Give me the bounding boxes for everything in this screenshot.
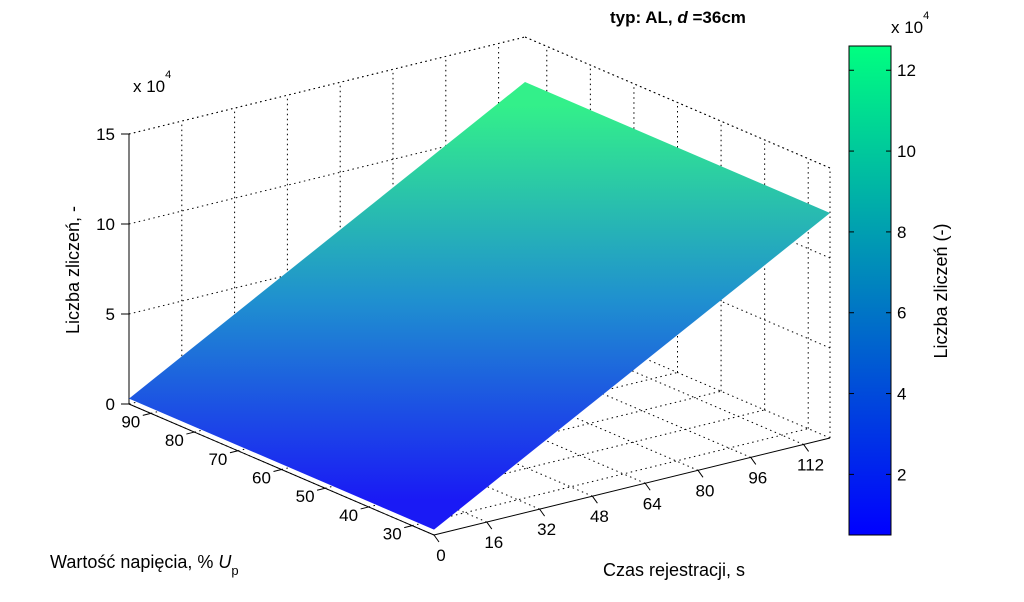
z-axis-label: Liczba zliczeń, - [63, 206, 83, 334]
ticks-layer: 0 16 32 48 64 80 96 112 90 80 70 60 50 40 30 0 5 10 15 [96, 125, 824, 565]
x-tick-label: 64 [643, 494, 662, 513]
colorbar-tick-label: 6 [897, 304, 906, 323]
x-tick-label: 32 [537, 520, 556, 539]
y-tick-mark [186, 431, 195, 435]
y-tick-mark [360, 506, 369, 510]
z-multiplier-exp: 4 [165, 69, 171, 81]
y-tick-label: 50 [296, 487, 315, 506]
x-tick-mark [486, 521, 493, 530]
x-tick-mark [803, 444, 810, 452]
x-tick-mark [750, 457, 757, 465]
x-tick-mark [644, 482, 651, 491]
y-tick-label: 60 [252, 469, 271, 488]
y-tick-mark [273, 469, 282, 472]
colorbar-tick-label: 10 [897, 142, 916, 161]
colorbar-multiplier-exp: 4 [923, 10, 929, 22]
colorbar-multiplier: x 104 [891, 10, 929, 37]
y-axis-label: Wartość napięcia, % Up [50, 552, 239, 578]
y-axis-var: U [218, 552, 232, 572]
x-tick-mark [591, 495, 598, 504]
x-tick-label: 80 [696, 481, 715, 500]
x-tick-label: 112 [797, 455, 824, 474]
z-tick-label: 0 [106, 395, 115, 414]
y-tick-mark [316, 487, 326, 491]
x-tick-label: 0 [436, 546, 445, 565]
x-axis-label: Czas rejestracji, s [603, 560, 745, 580]
x-axis-line [433, 437, 831, 536]
surface-layer [129, 82, 830, 530]
z-tick-label: 15 [96, 125, 115, 144]
x-tick-mark [433, 534, 440, 543]
y-axis-sub: p [231, 563, 238, 578]
colorbar: x 104 Liczba zliczeń (-) 2 4 6 8 10 12 [848, 10, 951, 536]
y-tick-mark [142, 412, 151, 416]
z-tick-label: 5 [106, 305, 115, 324]
x-tick-label: 16 [484, 533, 503, 552]
y-tick-label: 30 [383, 525, 402, 544]
y-tick-label: 80 [165, 431, 184, 450]
y-tick-label: 70 [208, 450, 227, 469]
colorbar-tick-label: 8 [897, 223, 906, 242]
y-tick-label: 90 [121, 412, 140, 431]
colorbar-ticks: 2 4 6 8 10 12 [849, 61, 916, 484]
box-edge [524, 36, 831, 169]
x-tick-label: 96 [748, 468, 767, 487]
x-tick-mark [697, 470, 704, 478]
surface-plane [129, 82, 830, 530]
y-tick-mark [404, 525, 413, 529]
colorbar-fill [848, 45, 892, 536]
title-suffix: =36cm [688, 8, 746, 27]
y-tick-label: 40 [339, 506, 358, 525]
box-edge [128, 36, 526, 135]
title-prefix: typ: AL, [610, 8, 677, 27]
y-tick-mark [229, 450, 239, 454]
colorbar-label: Liczba zliczeń (-) [931, 223, 951, 358]
title-var: d [677, 8, 688, 27]
chart-title: typ: AL, d =36cm [610, 8, 746, 27]
z-tick-label: 10 [96, 215, 115, 234]
grid-side-z [524, 306, 831, 439]
colorbar-tick-label: 2 [897, 465, 906, 484]
x-tick-mark [539, 508, 546, 517]
x-tick-label: 48 [590, 507, 609, 526]
z-multiplier: x 104 [133, 69, 171, 96]
colorbar-tick-label: 12 [897, 61, 916, 80]
colorbar-tick-label: 4 [897, 385, 906, 404]
